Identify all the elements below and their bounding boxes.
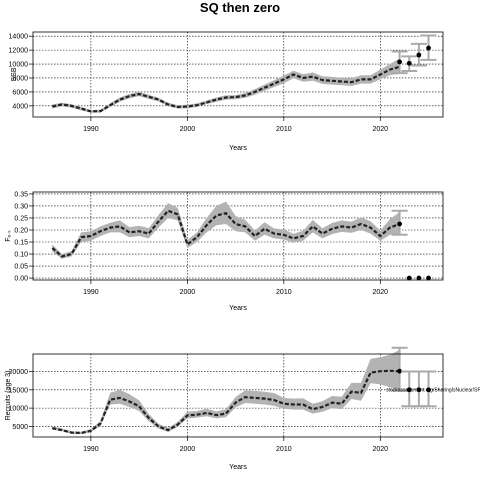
panel-f: 1990 2000 2010 2020 0.00 0.05 0.10 0.15 0.20 0.25… <box>5 191 444 312</box>
panel-f-ytick-label: 0.25 <box>14 215 28 222</box>
panel-recruits-ytick-label: 20000 <box>9 369 29 376</box>
panel-ssb-projection-point-2022 <box>397 59 402 65</box>
panel-recruits-xlabel: Years <box>229 464 247 471</box>
panel-f-xtick-label: 2000 <box>180 289 196 296</box>
panel-ssb-frame <box>32 31 444 118</box>
panel-f-ytick-label: 0.05 <box>14 264 28 271</box>
panel-ssb-ylabel: SSB <box>11 67 18 81</box>
panel-f-ytick-label: 0.00 <box>14 276 28 283</box>
panel-ssb-xtick-label: 2010 <box>276 126 292 133</box>
panel-ssb-ytick-label: 14000 <box>9 34 29 41</box>
panel-ssb-xtick-label: 2000 <box>180 126 196 133</box>
panel-ssb-xtick-label: 1990 <box>83 126 99 133</box>
panel-ssb-xtick-label: 2020 <box>373 126 389 133</box>
panel-f-projection-point-2023 <box>406 275 412 281</box>
panel-ssb-ytick-label: 6000 <box>12 89 28 96</box>
panel-recruits: stockassessment.org/SharingIsNuclear/SPM… <box>5 346 480 471</box>
panel-recruits-frame <box>32 353 444 438</box>
panel-recruits-ytick-label: 15000 <box>9 387 29 394</box>
panel-f-xtick-label: 2010 <box>276 289 292 296</box>
panel-recruits-annotation: stockassessment.org/SharingIsNuclear/SPM… <box>386 387 480 393</box>
panel-f-estimate-line <box>51 209 400 258</box>
panel-f-xlabel: Years <box>229 305 247 312</box>
panel-recruits-projection-point-2022 <box>397 368 402 374</box>
panel-recruits-projection-point-2024 <box>416 387 422 393</box>
panel-ssb-projection-point-2023 <box>406 60 412 66</box>
panel-recruits-projection-point-2025 <box>426 387 431 393</box>
panel-recruits-ylabel: Recruits (age 3) <box>5 371 12 421</box>
panel-ssb-ytick-label: 4000 <box>12 103 28 110</box>
panel-recruits-xtick-label: 1990 <box>83 446 99 453</box>
panel-f-xtick-label: 2020 <box>373 289 389 296</box>
panel-f-frame <box>32 191 444 281</box>
panel-f-ytick-label: 0.20 <box>14 227 28 234</box>
panel-ssb-estimate-line <box>52 65 400 113</box>
panel-recruits-ytick-label: 10000 <box>9 406 29 413</box>
panel-ssb: 1990 2000 2010 2020 4000 6000 8000 10000 12000 14… <box>9 31 444 152</box>
panel-ssb-confidence-band <box>52 58 400 113</box>
panel-f-ytick-label: 0.30 <box>14 203 28 210</box>
panel-f-projection-point-2022 <box>397 221 402 227</box>
panel-ssb-ytick-label: 8000 <box>12 75 28 82</box>
panel-recruits-xtick-label: 2020 <box>373 446 389 453</box>
panel-f-xtick-label: 1990 <box>83 289 99 296</box>
panel-recruits-confidence-band <box>52 350 400 435</box>
panel-f-ylabel: Fₑ.ₛ <box>5 230 12 242</box>
panel-ssb-projection-point-2024 <box>416 52 422 58</box>
panel-ssb-ytick-label: 12000 <box>9 48 29 55</box>
panel-ssb-xlabel: Years <box>229 145 247 152</box>
panel-recruits-ytick-label: 5000 <box>12 424 28 431</box>
panel-ssb-projection-point-2025 <box>426 45 431 51</box>
page-title: SQ then zero <box>199 0 281 15</box>
panel-f-ytick-label: 0.15 <box>14 240 28 247</box>
panel-ssb-ytick-label: 10000 <box>9 62 29 69</box>
panel-recruits-xtick-label: 2000 <box>180 446 196 453</box>
panel-f-ytick-label: 0.10 <box>14 252 28 259</box>
panel-f-projection-point-2025 <box>426 275 431 281</box>
panel-recruits-xtick-label: 2010 <box>276 446 292 453</box>
panel-f-ytick-label: 0.35 <box>14 191 28 198</box>
panel-f-projection-point-2024 <box>416 275 422 281</box>
panel-recruits-projection-point-2023 <box>406 387 412 393</box>
